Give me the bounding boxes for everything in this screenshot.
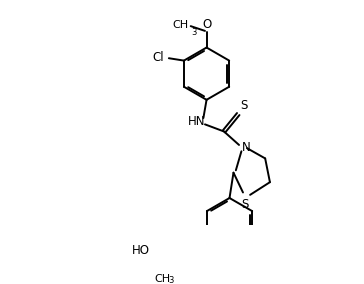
Text: CH: CH <box>172 20 188 30</box>
Text: Cl: Cl <box>153 51 164 64</box>
Text: O: O <box>202 18 211 31</box>
Text: HO: HO <box>132 244 150 257</box>
Text: S: S <box>241 99 248 112</box>
Text: 3: 3 <box>169 276 174 284</box>
Text: CH: CH <box>154 274 170 284</box>
Text: HN: HN <box>188 116 206 128</box>
Text: N: N <box>242 141 251 154</box>
Text: S: S <box>242 198 249 211</box>
Text: 3: 3 <box>191 28 197 37</box>
